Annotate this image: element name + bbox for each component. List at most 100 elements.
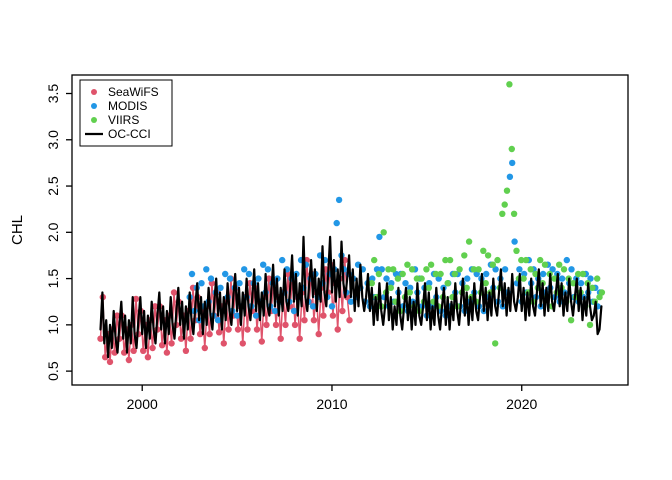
data-point-viirs (418, 275, 425, 282)
data-point-modis (516, 266, 523, 273)
data-point-modis (217, 284, 224, 291)
data-point-modis (539, 270, 547, 278)
data-point-seawifs (177, 335, 185, 342)
data-point-viirs (463, 284, 470, 291)
data-point-modis (188, 270, 196, 278)
data-point-modis (214, 317, 222, 324)
data-point-viirs (499, 210, 506, 217)
data-point-viirs (520, 275, 527, 282)
data-point-viirs (413, 275, 421, 282)
data-point-seawifs (263, 321, 270, 329)
data-point-seawifs (334, 326, 341, 333)
data-point-viirs (385, 266, 392, 273)
data-point-seawifs (346, 317, 353, 324)
data-point-viirs (456, 266, 463, 273)
data-point-modis (511, 238, 518, 245)
data-point-modis (245, 270, 253, 278)
data-point-seawifs (301, 317, 308, 324)
data-point-viirs (532, 270, 539, 278)
data-point-seawifs (277, 335, 284, 342)
legend-point-modis (91, 103, 97, 109)
data-point-seawifs (106, 358, 114, 366)
data-point-seawifs (196, 330, 204, 338)
legend-point-seawifs (91, 89, 97, 95)
data-point-viirs (598, 289, 606, 296)
data-point-modis (203, 266, 210, 273)
data-point-viirs (444, 280, 451, 287)
data-point-viirs (482, 280, 489, 287)
data-point-seawifs (130, 347, 137, 354)
data-point-viirs (446, 256, 454, 264)
data-point-modis (279, 256, 286, 264)
data-point-viirs (510, 210, 518, 217)
data-point-viirs (387, 284, 394, 291)
y-tick-label: 2.0 (45, 222, 61, 242)
data-point-seawifs (339, 307, 346, 315)
data-point-viirs (570, 280, 577, 287)
data-point-viirs (442, 256, 449, 264)
data-point-viirs (368, 280, 375, 287)
data-point-modis (492, 266, 499, 273)
data-point-modis (335, 196, 343, 204)
data-point-seawifs (149, 344, 156, 352)
data-point-modis (407, 284, 414, 291)
data-point-modis (255, 275, 262, 282)
data-point-seawifs (121, 349, 128, 356)
data-point-viirs (541, 261, 549, 268)
y-tick-label: 3.5 (45, 84, 61, 104)
data-point-seawifs (234, 326, 242, 333)
data-point-seawifs (170, 289, 178, 296)
data-point-viirs (423, 266, 430, 273)
data-point-seawifs (102, 354, 109, 361)
data-point-seawifs (151, 303, 159, 310)
data-point-seawifs (310, 317, 318, 324)
data-point-seawifs (97, 335, 104, 342)
data-point-seawifs (282, 321, 289, 329)
data-point-viirs (537, 256, 544, 264)
data-point-modis (483, 270, 490, 278)
data-point-modis (577, 280, 585, 287)
data-point-viirs (556, 261, 563, 268)
data-point-viirs (508, 145, 515, 153)
data-point-seawifs (140, 347, 147, 354)
data-point-viirs (380, 229, 387, 236)
data-point-modis (563, 256, 570, 264)
data-point-seawifs (320, 312, 327, 319)
data-point-modis (376, 233, 383, 241)
data-point-viirs (394, 275, 402, 282)
data-point-seawifs (244, 326, 251, 333)
data-point-modis (506, 173, 514, 180)
data-point-viirs (575, 270, 582, 278)
data-point-viirs (475, 266, 482, 273)
y-tick-label: 1.5 (45, 269, 61, 289)
data-point-viirs (406, 289, 413, 296)
data-point-seawifs (272, 321, 280, 329)
data-point-seawifs (163, 349, 171, 356)
data-point-viirs (375, 270, 383, 278)
data-point-viirs (494, 256, 501, 264)
data-point-viirs (371, 256, 378, 264)
data-point-seawifs (220, 340, 227, 347)
legend-label-modis: MODIS (108, 99, 147, 113)
data-point-modis (236, 280, 243, 287)
data-point-seawifs (206, 330, 213, 338)
plot-box (71, 74, 629, 386)
data-point-viirs (501, 201, 508, 208)
legend-label-oc-cci: OC-CCI (108, 127, 151, 141)
data-point-seawifs (144, 354, 152, 361)
data-point-viirs (579, 270, 587, 278)
data-point-viirs (404, 261, 411, 268)
data-point-modis (347, 298, 355, 305)
y-tick-label: 2.5 (45, 176, 61, 196)
data-point-modis (309, 303, 317, 310)
series-oc-cci (99, 235, 603, 359)
legend-label-viirs: VIIRS (108, 113, 139, 127)
data-point-modis (290, 307, 298, 315)
data-point-seawifs (182, 347, 190, 354)
data-point-modis (402, 280, 409, 287)
data-point-modis (568, 266, 575, 273)
data-point-viirs (522, 256, 530, 264)
data-point-viirs (513, 247, 520, 254)
